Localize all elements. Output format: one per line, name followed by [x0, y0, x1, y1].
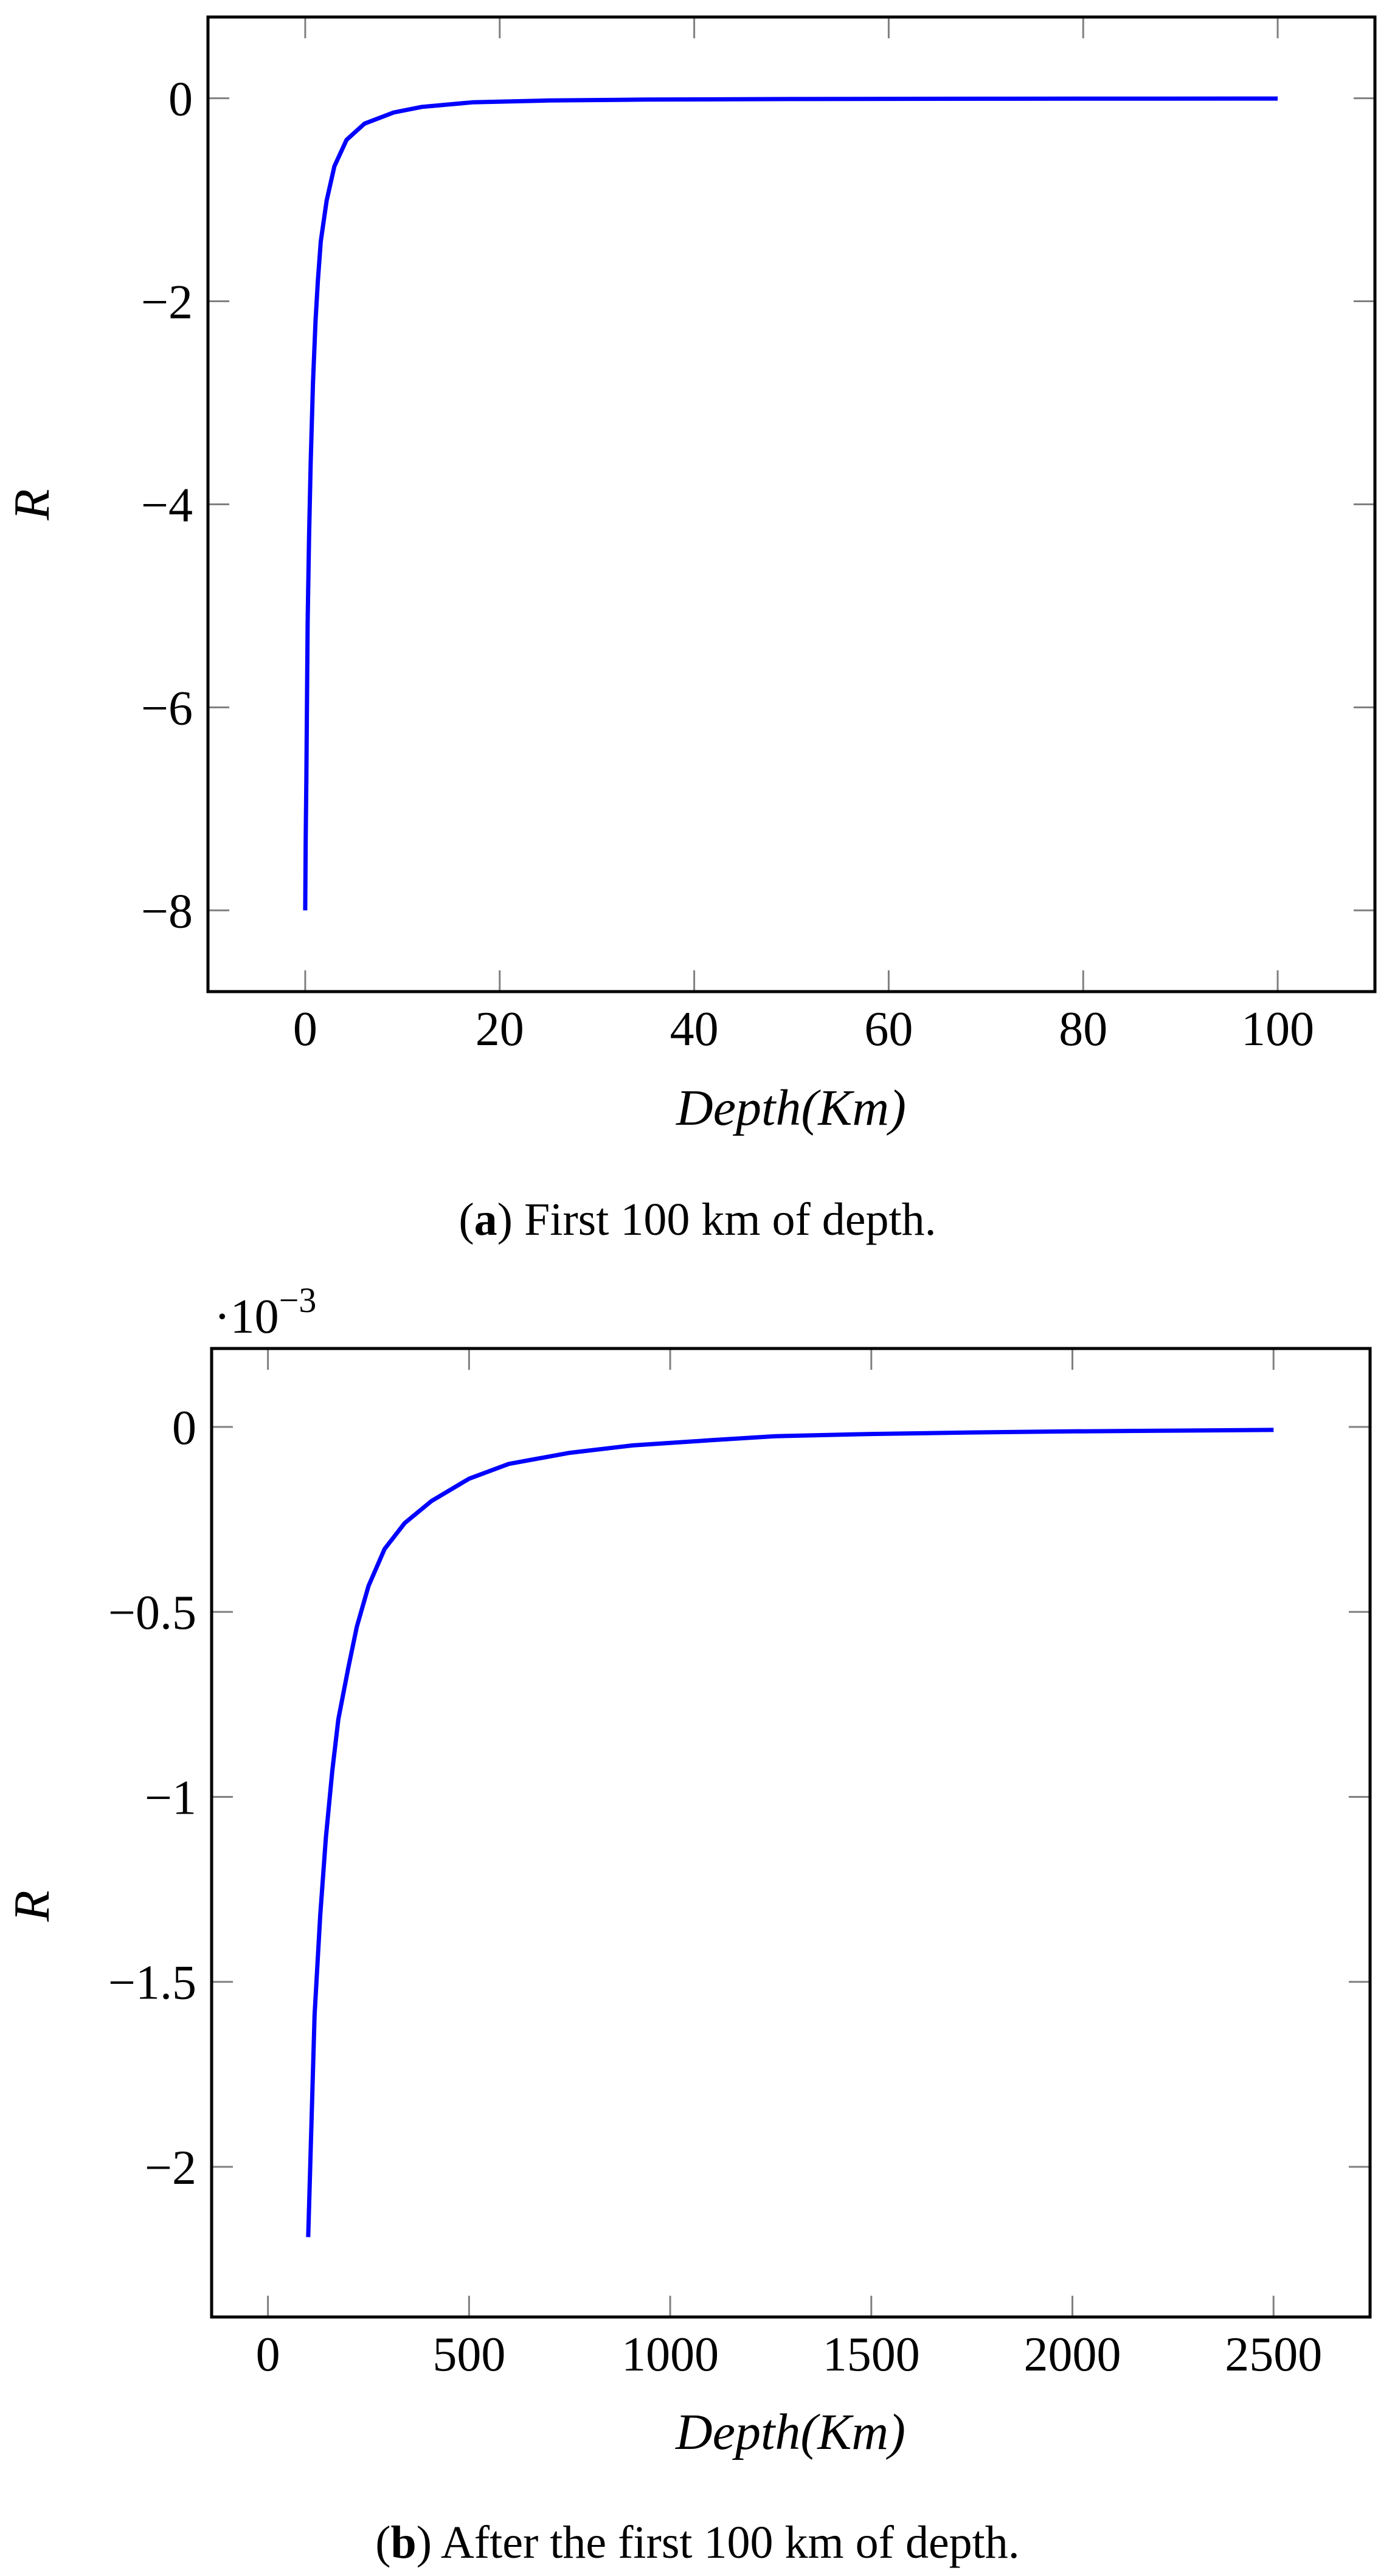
plot-b-axes-frame: [210, 1347, 1372, 2319]
x-tick-label: 100: [1241, 1003, 1314, 1056]
x-tick-label: 0: [293, 1003, 317, 1056]
y-tick-label: −4: [141, 479, 193, 533]
data-series-line: [306, 1428, 1274, 2237]
x-tick-label: 500: [432, 2328, 505, 2381]
x-tick-label: 1000: [621, 2328, 719, 2381]
y-tick-label: 0: [168, 73, 193, 126]
caption-a-label: a: [474, 1194, 497, 1245]
x-tick-label: 20: [476, 1003, 524, 1056]
x-tick-label: 2000: [1024, 2328, 1121, 2381]
plot-b-tick-labels: 0 500 1000 1500 2000 2500 0 −0.5 −1 −1.5 −2: [108, 1401, 1322, 2381]
y-tick-label: −8: [141, 885, 193, 938]
plot-b-ticks: [212, 1348, 1370, 2317]
plot-a-x-axis-label: Depth(Km): [676, 1080, 906, 1136]
multiplier-exponent: −3: [279, 1280, 317, 1320]
figure-a: 0 20 40 60 80 100 0 −2 −4 −6 −8 Depth(Km) R (a) Fi…: [0, 0, 1395, 1265]
x-tick-label: 0: [256, 2328, 280, 2381]
x-tick-label: 60: [864, 1003, 913, 1056]
x-tick-label: 2500: [1225, 2328, 1322, 2381]
caption-b-text: After the first 100 km of depth.: [440, 2517, 1020, 2568]
plot-a-axes-frame: [206, 15, 1377, 993]
plot-b-y-scale-multiplier: ·10−3: [214, 1280, 316, 1344]
caption-b-label: b: [390, 2517, 417, 2568]
plot-a-tick-labels: 0 20 40 60 80 100 0 −2 −4 −6 −8: [141, 73, 1314, 1056]
x-tick-label: 80: [1059, 1003, 1107, 1056]
caption-b: (b) After the first 100 km of depth.: [375, 2517, 1020, 2568]
data-series-line: [303, 96, 1278, 911]
figure-b: 0 500 1000 1500 2000 2500 0 −0.5 −1 −1.5 −2 ·10−3 …: [0, 1265, 1395, 2576]
multiplier-base: ·10: [214, 1290, 279, 1344]
plot-a-y-axis-label: R: [4, 489, 60, 520]
y-tick-label: −1: [145, 1771, 196, 1825]
plot-a-curve: [303, 96, 1278, 911]
plot-b-curve: [306, 1428, 1274, 2237]
plot-a-first-100km: 0 20 40 60 80 100 0 −2 −4 −6 −8 Depth(Km) R: [4, 15, 1377, 1136]
y-tick-label: 0: [172, 1401, 196, 1455]
y-tick-label: −0.5: [108, 1586, 196, 1640]
plot-b-y-axis-label: R: [4, 1890, 60, 1922]
caption-a: (a) First 100 km of depth.: [459, 1194, 936, 1245]
y-tick-label: −2: [141, 276, 193, 330]
x-tick-label: 40: [670, 1003, 719, 1056]
y-tick-label: −2: [145, 2141, 196, 2195]
x-tick-label: 1500: [823, 2328, 920, 2381]
plot-a-ticks: [208, 17, 1375, 992]
plot-b-x-axis-label: Depth(Km): [675, 2404, 905, 2460]
y-tick-label: −6: [141, 682, 193, 735]
y-tick-label: −1.5: [108, 1956, 196, 2010]
caption-a-text: First 100 km of depth.: [524, 1194, 936, 1245]
